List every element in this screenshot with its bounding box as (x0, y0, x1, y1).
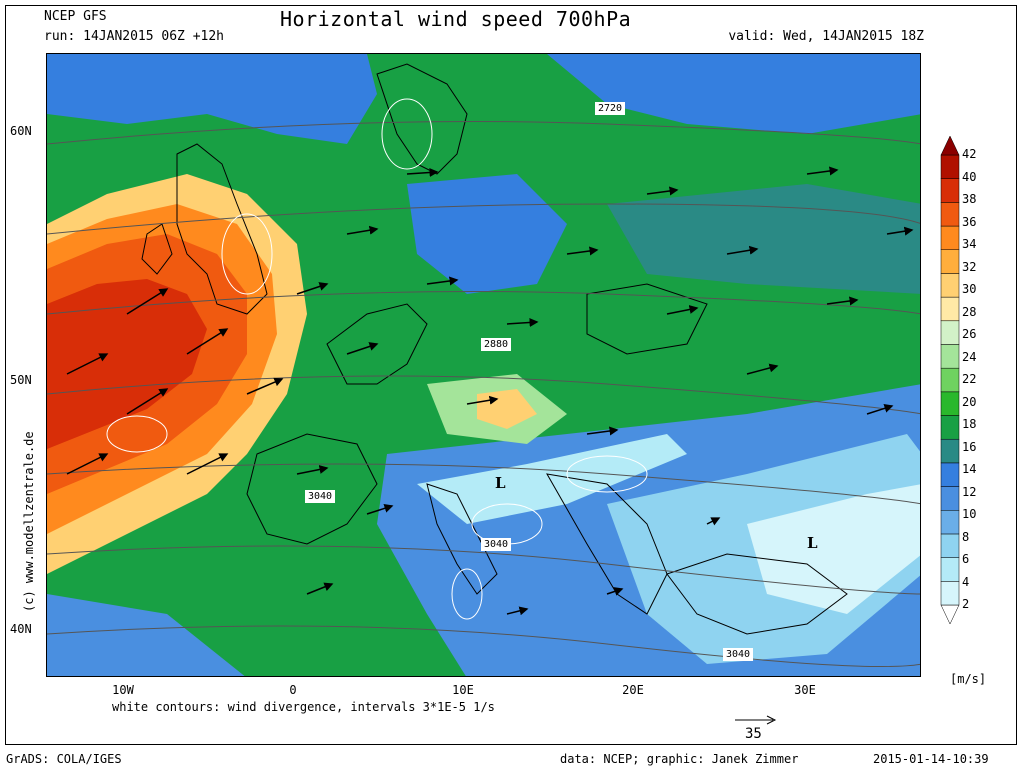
coastlines (141, 63, 848, 635)
wind-band-central-blue (407, 174, 567, 294)
vertical-credit: (c) www.modellzentrale.de (22, 431, 36, 612)
colorbar-segment (940, 320, 960, 345)
contour-label-2720: 2720 (595, 102, 626, 115)
geopotential-contours (47, 121, 920, 667)
colorbar-tick-label: 8 (962, 529, 970, 544)
colorbar-tick-label: 38 (962, 192, 977, 206)
colorbar-segment (940, 202, 960, 227)
colorbar-segment (940, 604, 960, 625)
colorbar-tick-label: 26 (962, 327, 977, 341)
low-pressure-marker-east: L (807, 534, 818, 552)
reference-vector-label: 35 (745, 726, 762, 742)
colorbar-segment (940, 367, 960, 393)
data-credit: data: NCEP; graphic: Janek Zimmer (560, 752, 799, 766)
lon-label-30e: 30E (794, 683, 816, 697)
colorbar-segment (940, 415, 960, 440)
colorbar-segment (940, 557, 960, 582)
colorbar-tick-label: 20 (962, 394, 977, 409)
wind-band-north-blue (47, 54, 377, 144)
reference-vector-arrow (735, 715, 777, 725)
colorbar-segment (940, 154, 960, 179)
colorbar-tick-label: 10 (962, 507, 977, 521)
colorbar (940, 135, 960, 625)
colorbar-segment (940, 249, 960, 274)
model-name: NCEP GFS (44, 9, 107, 24)
valid-time: valid: Wed, 14JAN2015 18Z (728, 29, 924, 44)
grads-credit: GrADS: COLA/IGES (6, 752, 122, 766)
contour-label-2880: 2880 (481, 338, 512, 351)
colorbar-segment (940, 344, 960, 369)
lon-label-10w: 10W (112, 683, 134, 697)
colorbar-segments (940, 135, 960, 625)
colorbar-segment (940, 462, 960, 487)
run-time: run: 14JAN2015 06Z +12h (44, 29, 225, 44)
colorbar-segment (940, 486, 960, 511)
colorbar-segment (940, 533, 960, 558)
lon-label-20e: 20E (622, 683, 644, 697)
colorbar-segment (940, 135, 960, 156)
wind-speed-map: 2720 2880 3040 3040 3040 L L (46, 53, 921, 677)
colorbar-tick-label: 32 (962, 259, 977, 274)
lon-label-10e: 10E (452, 683, 474, 697)
divergence-contours (106, 98, 648, 620)
colorbar-tick-label: 36 (962, 214, 977, 229)
contour-label-3040-west: 3040 (305, 490, 336, 503)
colorbar-tick-label: 24 (962, 349, 977, 364)
wind-band-northeast-blue (547, 54, 920, 134)
colorbar-segment (940, 273, 960, 298)
map-title: Horizontal wind speed 700hPa (280, 7, 632, 31)
colorbar-tick-label: 12 (962, 484, 977, 499)
colorbar-tick-label: 18 (962, 417, 977, 431)
lat-label-60n: 60N (10, 124, 32, 138)
wind-band-weakest (747, 484, 920, 614)
colorbar-segment (940, 225, 960, 250)
colorbar-tick-label: 4 (962, 574, 970, 589)
low-pressure-marker-central: L (495, 474, 506, 492)
colorbar-tick-label: 34 (962, 237, 977, 251)
wind-band-southwest-blue (47, 594, 245, 676)
lat-label-40n: 40N (10, 622, 32, 636)
colorbar-tick-label: 42 (962, 147, 977, 161)
colorbar-segment (940, 581, 960, 606)
wind-vectors (66, 166, 914, 616)
contour-label-3040-central: 3040 (481, 538, 512, 551)
colorbar-tick-label: 40 (962, 169, 977, 184)
contour-note: white contours: wind divergence, interva… (112, 700, 495, 714)
figure-frame (5, 5, 1017, 745)
colorbar-tick-label: 30 (962, 282, 977, 296)
lat-label-50n: 50N (10, 373, 32, 387)
colorbar-tick-label: 2 (962, 597, 970, 611)
colorbar-tick-label: 16 (962, 439, 977, 454)
map-canvas (47, 54, 920, 676)
colorbar-tick-label: 28 (962, 304, 977, 319)
wind-band-jet-core (47, 279, 207, 449)
colorbar-segment (940, 391, 960, 416)
generation-timestamp: 2015-01-14-10:39 (873, 752, 989, 766)
colorbar-tick-label: 22 (962, 372, 977, 386)
colorbar-segment (940, 438, 960, 464)
colorbar-segment (940, 178, 960, 203)
wind-band-east-teal (607, 184, 920, 294)
contour-label-3040-east: 3040 (723, 648, 754, 661)
colorbar-tick-label: 14 (962, 462, 977, 476)
lon-label-0: 0 (289, 683, 297, 697)
colorbar-segment (940, 296, 960, 322)
colorbar-unit: [m/s] (950, 672, 987, 686)
colorbar-segment (940, 510, 960, 535)
colorbar-tick-label: 6 (962, 552, 970, 566)
